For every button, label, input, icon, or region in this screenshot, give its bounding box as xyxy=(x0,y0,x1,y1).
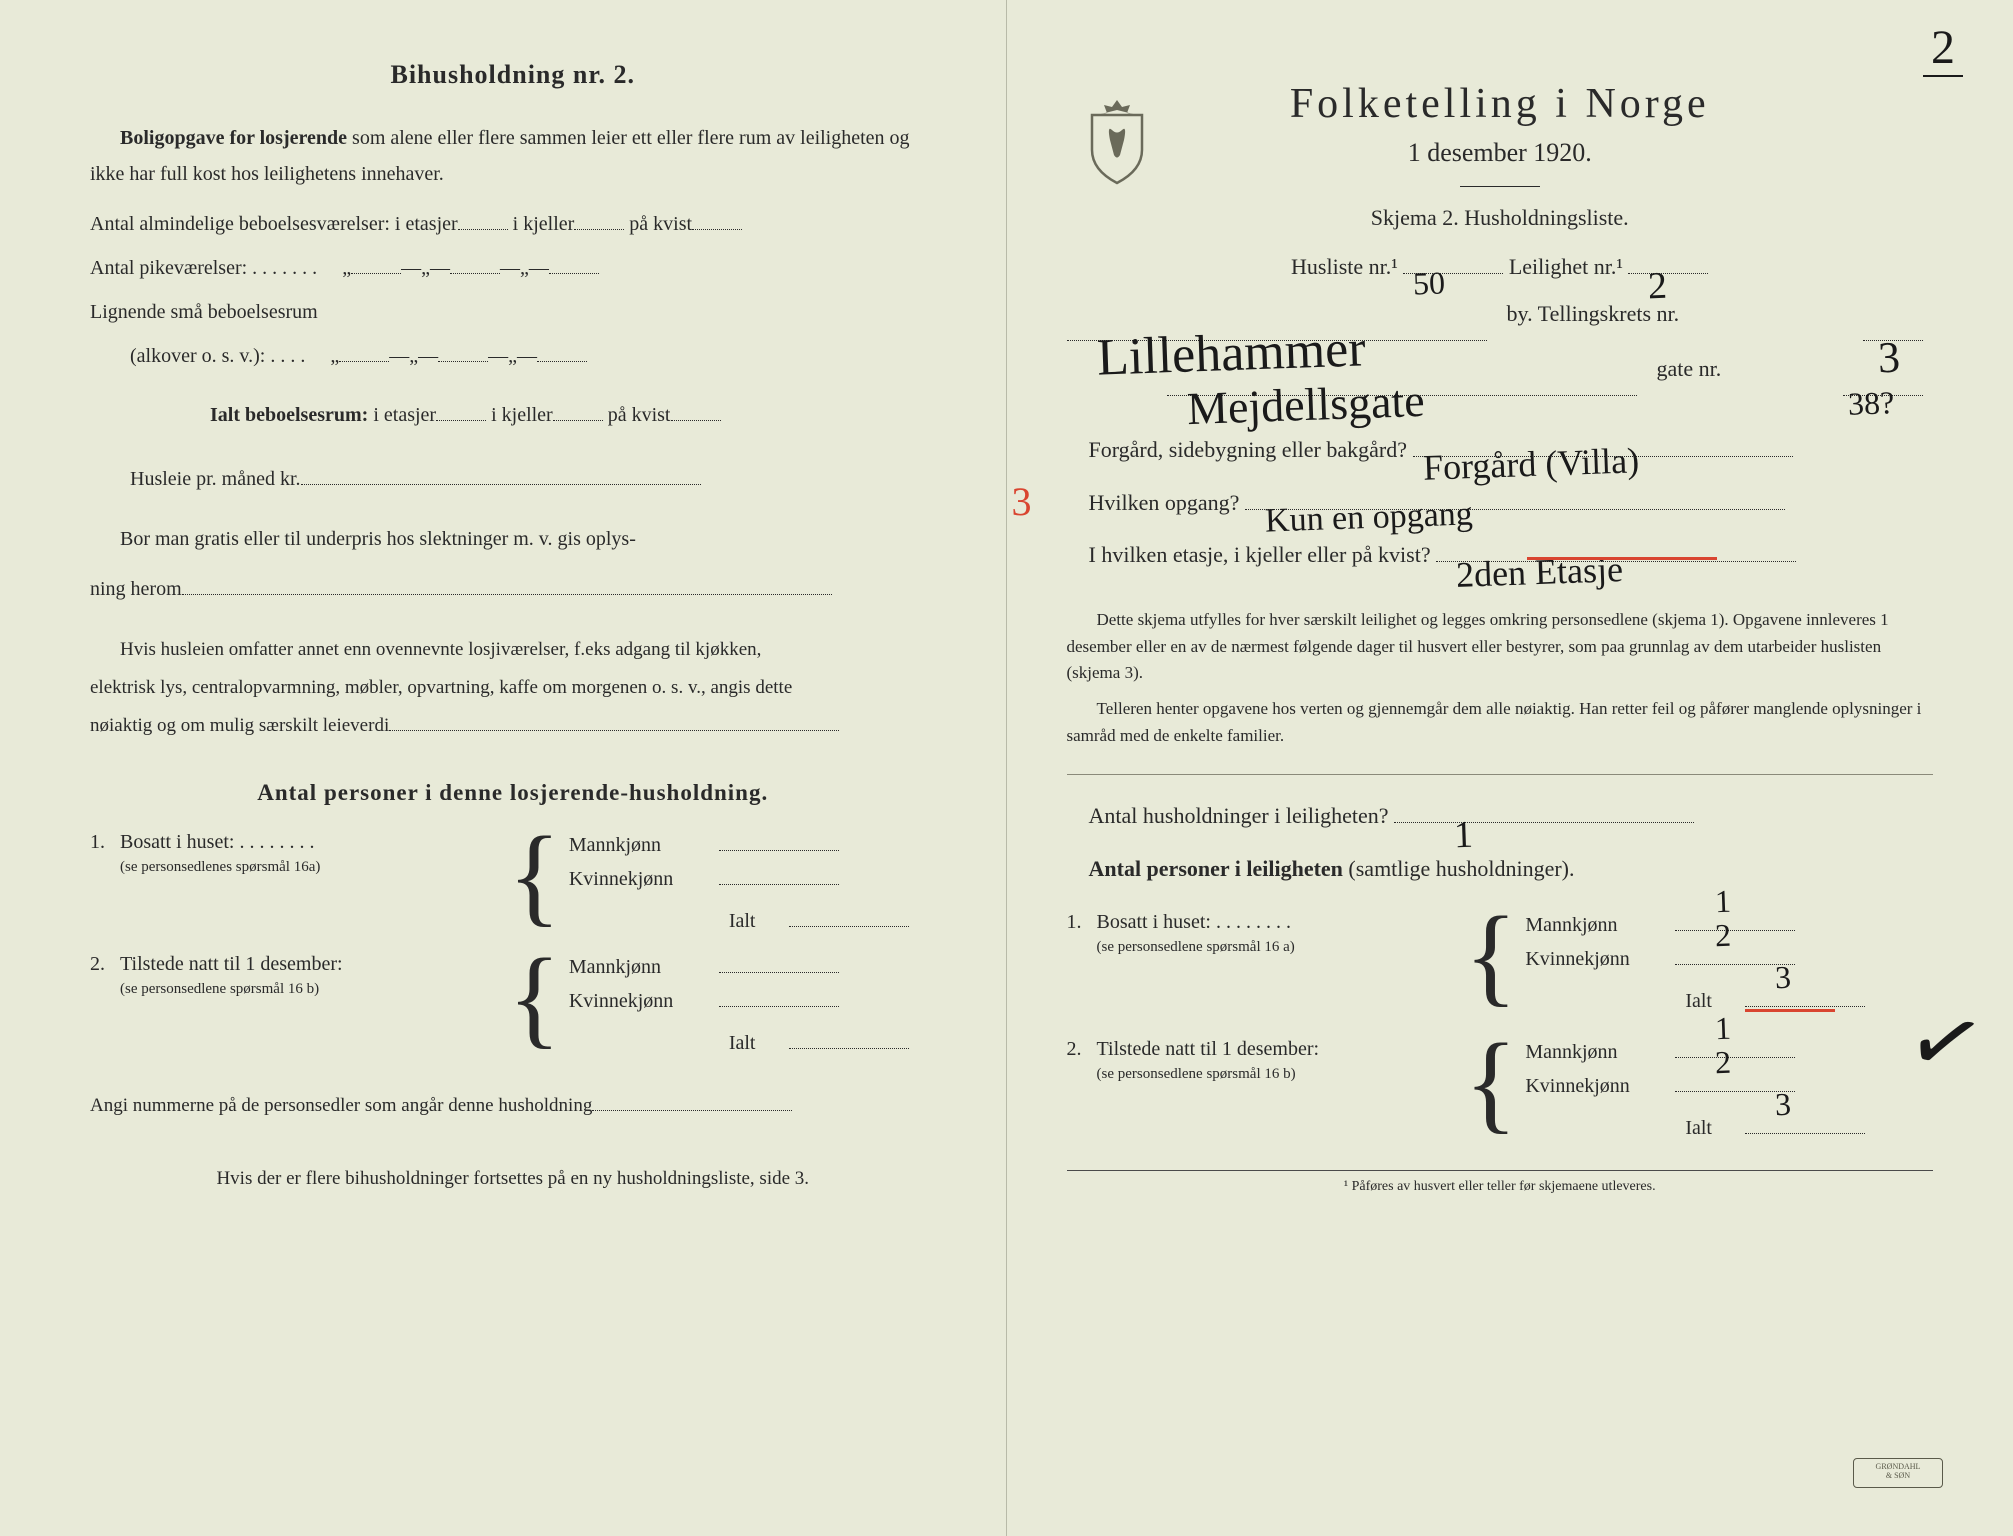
etasje-line: I hvilken etasje, i kjeller eller på kvi… xyxy=(1067,529,1934,582)
bosatt-row-right: 1. Bosatt i huset: . . . . . . . . (se p… xyxy=(1067,911,1934,1013)
gate-line: Mejdellsgate gate nr. 38? xyxy=(1067,349,1934,404)
gratis-para: Bor man gratis eller til underpris hos s… xyxy=(90,521,936,557)
document-spread: Bihusholdning nr. 2. Boligopgave for los… xyxy=(0,0,2013,1536)
bosatt-k-value: 2 xyxy=(1715,916,1732,954)
antal-hush-line: Antal husholdninger i leiligheten? 1 xyxy=(1067,790,1934,843)
pike-line: Antal pikeværelser: . . . . . . . „—„——„… xyxy=(90,246,936,290)
red-underline xyxy=(1745,1009,1835,1012)
rooms-line: Antal almindelige beboelsesværelser: i e… xyxy=(90,202,936,246)
bosatt-ialt-value: 3 xyxy=(1775,958,1792,996)
brace-icon: { xyxy=(1465,1038,1518,1126)
opgang-line: Hvilken opgang? Kun en opgang xyxy=(1067,477,1934,530)
printer-stamp: GRØNDAHL& SØN xyxy=(1853,1458,1943,1488)
tilstede-ialt-value: 3 xyxy=(1775,1085,1792,1123)
red-margin-mark: 3 xyxy=(1012,478,1032,525)
omfatter-para: Hvis husleien omfatter annet enn ovennev… xyxy=(90,631,936,745)
husleie-line: Husleie pr. måned kr. xyxy=(90,457,936,501)
footnote: ¹ Påføres av husvert eller teller før sk… xyxy=(1067,1179,1934,1195)
antal-pers-line: Antal personer i leiligheten (samtlige h… xyxy=(1067,843,1934,896)
corner-number: 2 xyxy=(1923,20,1963,77)
bosatt-row-left: 1. Bosatt i huset: . . . . . . . . (se p… xyxy=(90,831,936,933)
brace-icon: { xyxy=(1465,911,1518,999)
angi-line: Angi nummerne på de personsedler som ang… xyxy=(90,1085,936,1127)
by-line: Lillehammer by. Tellingskrets nr. 3 xyxy=(1067,294,1934,349)
intro-bold: Boligopgave for losjerende xyxy=(120,127,347,149)
ialt-rooms-line: Ialt beboelsesrum: i etasjer i kjeller p… xyxy=(90,393,936,437)
red-strikethrough xyxy=(1527,557,1717,560)
subtitle: 1 desember 1920. xyxy=(1067,138,1934,168)
alkover-line: (alkover o. s. v.): . . . . „—„——„— xyxy=(90,334,936,378)
husliste-line: Husliste nr.¹ 50 Leilighet nr.¹ 2 xyxy=(1067,241,1934,294)
instructions-2: Telleren henter opgavene hos verten og g… xyxy=(1067,696,1934,749)
right-page: 2 Folketelling i Norge 1 desember 1920. … xyxy=(1007,0,2013,1536)
main-title: Folketelling i Norge xyxy=(1067,80,1934,128)
instructions-1: Dette skjema utfylles for hver særskilt … xyxy=(1067,607,1934,686)
tilstede-m-value: 1 xyxy=(1715,1009,1732,1047)
left-section-title: Antal personer i denne losjerende-hushol… xyxy=(90,780,936,806)
etasje-value: 2den Etasje xyxy=(1455,527,1625,619)
divider xyxy=(1067,774,1934,775)
lignende-line: Lignende små beboelsesrum xyxy=(90,290,936,334)
coat-of-arms-icon xyxy=(1082,95,1152,185)
bosatt-m-value: 1 xyxy=(1715,882,1732,920)
brace-icon: { xyxy=(508,953,561,1041)
left-title: Bihusholdning nr. 2. xyxy=(90,60,936,90)
skjema-line: Skjema 2. Husholdningsliste. xyxy=(1067,205,1934,231)
tilstede-row-left: 2. Tilstede natt til 1 desember: (se per… xyxy=(90,953,936,1055)
footnote-divider xyxy=(1067,1170,1934,1171)
left-bottom-note: Hvis der er flere bihusholdninger fortse… xyxy=(90,1162,936,1196)
brace-icon: { xyxy=(508,831,561,919)
tilstede-row-right: 2. Tilstede natt til 1 desember: (se per… xyxy=(1067,1038,1934,1140)
forgaard-line: Forgård, sidebygning eller bakgård? Forg… xyxy=(1067,424,1934,477)
tilstede-k-value: 2 xyxy=(1715,1043,1732,1081)
intro-paragraph: Boligopgave for losjerende som alene ell… xyxy=(90,120,936,192)
left-page: Bihusholdning nr. 2. Boligopgave for los… xyxy=(0,0,1007,1536)
divider xyxy=(1460,186,1540,187)
gratis-line2: ning herom xyxy=(90,567,936,611)
